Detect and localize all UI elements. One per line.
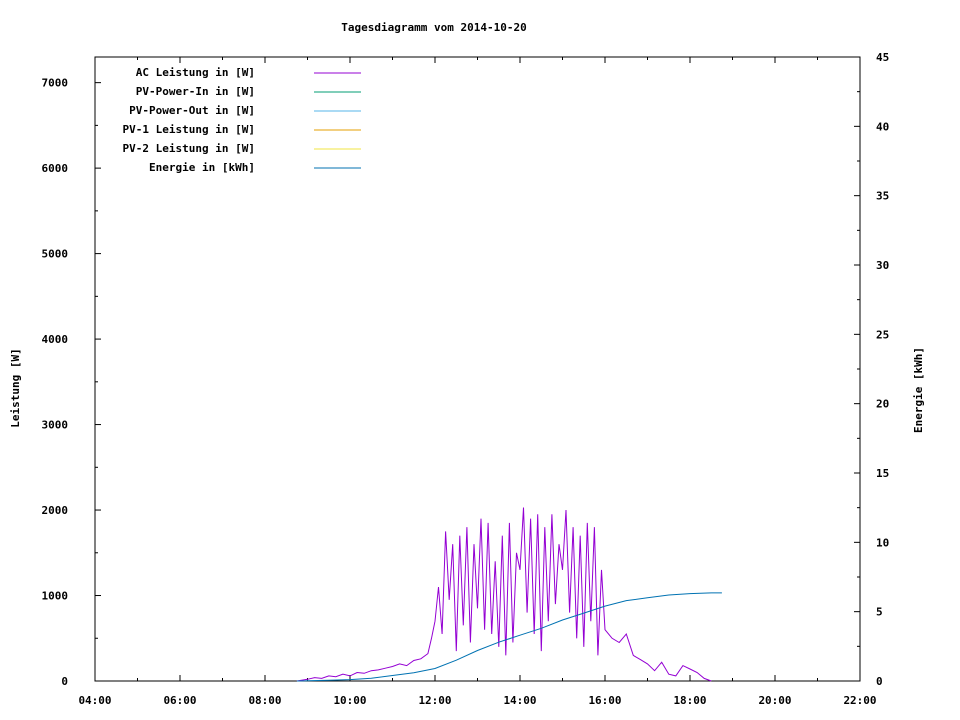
legend-label: PV-Power-In in [W]: [136, 85, 255, 98]
legend: AC Leistung in [W] PV-Power-In in [W] PV-P…: [123, 66, 361, 174]
y-tick-label: 5000: [42, 248, 69, 261]
legend-label: PV-1 Leistung in [W]: [123, 123, 255, 136]
y2-tick-label: 30: [876, 259, 889, 272]
series-layer: [296, 507, 722, 682]
y-axis-label: Leistung [W]: [9, 348, 22, 427]
legend-label: PV-Power-Out in [W]: [129, 104, 255, 117]
y-tick-label: 4000: [42, 333, 69, 346]
y2-tick-label: 20: [876, 398, 889, 411]
y2-tick-label: 35: [876, 190, 889, 203]
series-line-0: [296, 507, 712, 682]
y2-axis-label: Energie [kWh]: [912, 347, 925, 433]
y2-tick-label: 0: [876, 675, 883, 688]
x-tick-label: 06:00: [163, 694, 196, 707]
y-axis: 0 1000 2000 3000 4000 5000 6000 7000: [42, 77, 101, 688]
series-line-5: [296, 592, 722, 682]
x-tick-label: 16:00: [588, 694, 621, 707]
x-tick-label: 22:00: [843, 694, 876, 707]
x-tick-label: 18:00: [673, 694, 706, 707]
y2-tick-label: 15: [876, 467, 889, 480]
y2-tick-label: 45: [876, 51, 889, 64]
y2-tick-label: 10: [876, 536, 889, 549]
y2-tick-label: 40: [876, 120, 889, 133]
y-tick-label: 7000: [42, 77, 69, 90]
legend-label: PV-2 Leistung in [W]: [123, 142, 255, 155]
y-tick-label: 1000: [42, 590, 69, 603]
x-tick-label: 14:00: [503, 694, 536, 707]
y2-tick-label: 5: [876, 606, 883, 619]
x-tick-label: 04:00: [78, 694, 111, 707]
y-tick-label: 6000: [42, 162, 69, 175]
legend-label: AC Leistung in [W]: [136, 66, 255, 79]
x-tick-label: 10:00: [333, 694, 366, 707]
y-tick-label: 3000: [42, 419, 69, 432]
x-tick-label: 12:00: [418, 694, 451, 707]
y-tick-label: 2000: [42, 504, 69, 517]
chart-title: Tagesdiagramm vom 2014-10-20: [341, 21, 526, 34]
x-tick-label: 08:00: [248, 694, 281, 707]
y-tick-label: 0: [61, 675, 68, 688]
x-tick-label: 20:00: [758, 694, 791, 707]
y2-tick-label: 25: [876, 328, 889, 341]
legend-label: Energie in [kWh]: [149, 161, 255, 174]
y2-axis: 0 5 10 15 20 25 30 35 40 45: [854, 51, 889, 688]
x-axis: 04:00 06:00 08:00 10:00 12:00 14:00 16:00 18:00…: [78, 57, 877, 707]
